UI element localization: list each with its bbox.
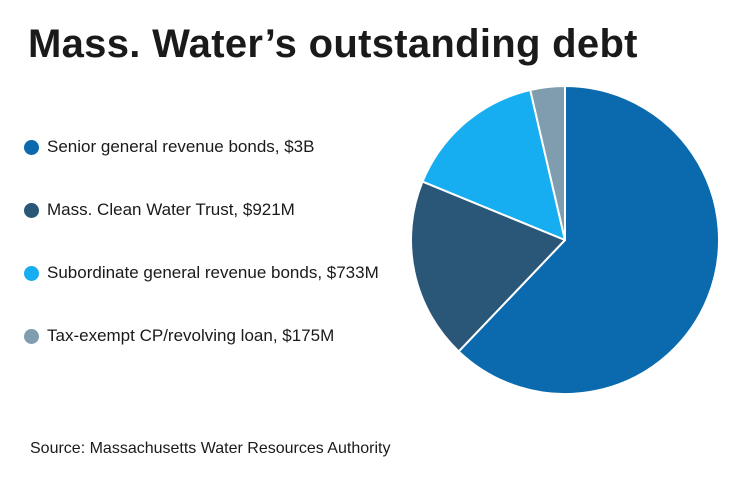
legend-item-cp-revolving-loan: Tax-exempt CP/revolving loan, $175M <box>24 325 379 347</box>
chart-title: Mass. Water’s outstanding debt <box>28 22 638 66</box>
legend-item-senior-bonds: Senior general revenue bonds, $3B <box>24 136 379 158</box>
chart-legend: Senior general revenue bonds, $3B Mass. … <box>24 136 379 388</box>
legend-label-senior-bonds: Senior general revenue bonds, $3B <box>47 137 315 156</box>
pie-slice-cp-revolving-loan <box>529 84 566 241</box>
legend-item-clean-water-trust: Mass. Clean Water Trust, $921M <box>24 199 379 221</box>
pie-slice-senior-bonds <box>457 85 720 395</box>
legend-label-subordinate-bonds: Subordinate general revenue bonds, $733M <box>47 263 379 282</box>
legend-swatch-cp-revolving-loan <box>24 328 39 344</box>
pie-slice-clean-water-trust <box>410 180 566 353</box>
legend-item-subordinate-bonds: Subordinate general revenue bonds, $733M <box>24 262 379 284</box>
legend-swatch-senior-bonds <box>24 139 39 155</box>
legend-label-cp-revolving-loan: Tax-exempt CP/revolving loan, $175M <box>47 326 335 345</box>
legend-swatch-clean-water-trust <box>24 202 39 218</box>
source-note: Source: Massachusetts Water Resources Au… <box>30 440 391 457</box>
pie-chart <box>410 84 720 395</box>
legend-swatch-subordinate-bonds <box>24 265 39 281</box>
pie-slice-subordinate-bonds <box>421 88 566 241</box>
legend-label-clean-water-trust: Mass. Clean Water Trust, $921M <box>47 200 295 219</box>
